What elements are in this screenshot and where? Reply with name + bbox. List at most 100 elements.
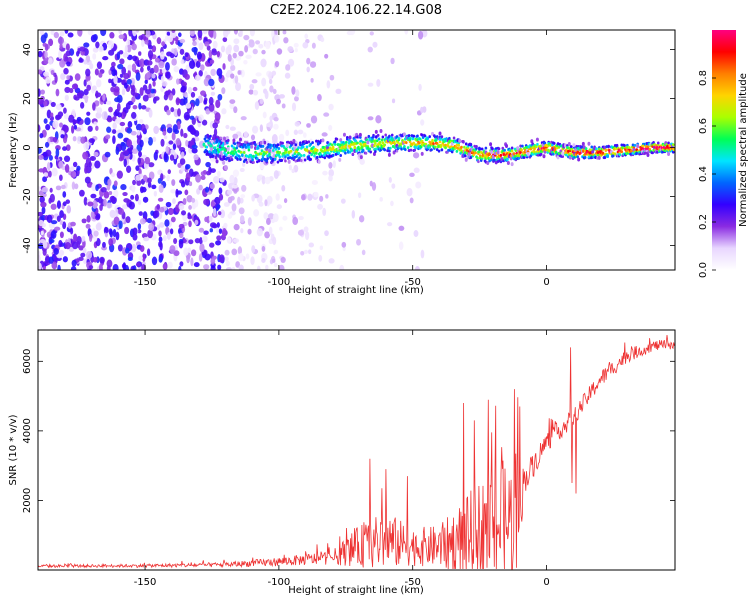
- snr-panel: -150 -100 -50 0 2000 4000 6000 Height of stra…: [8, 329, 676, 596]
- spectrogram-cell: [222, 37, 228, 43]
- spectrogram-cell: [132, 227, 138, 236]
- spectrogram-cell: [194, 238, 201, 244]
- spectrogram-cell: [587, 141, 591, 146]
- spectrogram-cell: [252, 160, 255, 164]
- spectrogram-cell: [491, 147, 494, 151]
- spectrogram-cell: [301, 145, 305, 149]
- spectrogram-cell: [90, 211, 95, 218]
- spectrogram-cell: [353, 145, 357, 149]
- spectrogram-cell: [46, 161, 51, 171]
- spectrogram-cell: [203, 77, 210, 87]
- spectrogram-cell: [38, 219, 44, 227]
- spectrogram-cell: [359, 135, 362, 139]
- spectrogram-cell: [218, 254, 225, 263]
- spectrogram-cell: [355, 149, 358, 153]
- spectrogram-cell: [143, 136, 149, 143]
- spectrogram-cell: [138, 211, 143, 216]
- spectrogram-cell: [127, 120, 133, 128]
- spectrogram-cell: [93, 121, 98, 126]
- spectrogram-cell: [141, 39, 145, 47]
- spectrogram-cell: [130, 194, 135, 200]
- spectrogram-cell: [169, 228, 174, 235]
- spectrogram-cell: [303, 158, 307, 162]
- spectrogram-cell: [464, 142, 468, 146]
- spectrogram-cell: [381, 141, 385, 145]
- spectrogram-cell: [51, 167, 58, 177]
- spectrogram-cell: [379, 129, 383, 134]
- spectrogram-cell: [95, 184, 99, 192]
- spectrogram-cell: [170, 107, 175, 113]
- spectrogram-cell: [147, 177, 152, 184]
- spectrogram-cell: [183, 96, 188, 106]
- spectrogram-cell: [179, 48, 185, 55]
- snr-x-ticks: -150 -100 -50 0: [134, 330, 550, 588]
- spectrogram-cell: [512, 152, 516, 156]
- spectrogram-cell: [217, 170, 221, 178]
- spectrogram-cell: [112, 129, 117, 134]
- spectrogram-cell: [185, 172, 191, 182]
- spectrogram-cell: [126, 139, 133, 147]
- spectrogram-cell: [94, 68, 99, 76]
- x-tick-label: -100: [268, 577, 291, 588]
- spectrogram-cell: [298, 156, 301, 160]
- spectrogram-cell: [388, 149, 391, 153]
- spectrogram-cell: [64, 30, 69, 34]
- spectrogram-cell: [89, 155, 97, 161]
- spectrogram-cell: [171, 88, 176, 96]
- spectrogram-cell: [151, 184, 157, 190]
- spectrogram-cell: [464, 157, 468, 162]
- spectrogram-cell: [414, 266, 420, 270]
- spectrogram-cell: [216, 50, 221, 58]
- spectrogram-cell: [83, 196, 88, 206]
- spectrogram-cell: [70, 221, 76, 227]
- spectrogram-cell: [269, 120, 273, 130]
- spectrogram-cell: [398, 241, 404, 251]
- spectrogram-cell: [109, 31, 115, 39]
- spectrogram-cell: [88, 233, 93, 242]
- spectrogram-cell: [187, 247, 192, 253]
- colorbar-tick-label: 0.0: [698, 262, 709, 278]
- spectrogram-cell: [124, 45, 128, 54]
- spectrogram-cell: [163, 151, 168, 161]
- spectrogram-cell: [152, 136, 157, 143]
- spectrogram-cell: [229, 126, 236, 131]
- spectrogram-cell: [463, 154, 467, 158]
- spectrogram-cell: [287, 58, 295, 67]
- spectrogram-cell: [357, 145, 360, 149]
- spectrogram-cell: [204, 253, 211, 261]
- spectrogram-cell: [58, 160, 64, 169]
- spectrogram-cell: [159, 206, 165, 213]
- spectrogram-cell: [213, 176, 220, 184]
- spectrogram-cell: [372, 152, 376, 157]
- spectrogram-cell: [173, 47, 178, 56]
- spectrogram-cell: [177, 108, 181, 117]
- spectrogram-cell: [360, 139, 363, 143]
- spectrogram-cell: [113, 86, 120, 93]
- spectrogram-cell: [238, 137, 242, 142]
- spectrogram-cell: [390, 57, 395, 65]
- spectrogram-cell: [63, 53, 68, 62]
- spectrogram-cell: [208, 78, 215, 87]
- spectrogram-cell: [113, 180, 118, 187]
- spectrogram-cell: [273, 123, 279, 130]
- spectrogram-cell: [42, 176, 48, 183]
- spectrogram-cell: [117, 132, 124, 139]
- snr-series-line: [38, 335, 675, 570]
- spectrogram-cell: [99, 256, 105, 264]
- spectrogram-cell: [287, 159, 291, 164]
- spectrogram-cell: [59, 210, 64, 219]
- spectrogram-cell: [199, 140, 205, 149]
- spectrogram-cell: [367, 82, 374, 87]
- spectrogram-cell: [223, 222, 228, 229]
- spectrogram-cell: [57, 264, 61, 270]
- spectrogram-cell: [217, 142, 221, 146]
- spectrogram-cell: [217, 211, 222, 216]
- spectrogram-cell: [591, 149, 595, 154]
- spectrogram-cell: [490, 158, 493, 162]
- spectrogram-cell: [86, 111, 91, 116]
- spectrogram-cell: [50, 101, 56, 107]
- spectrogram-cell: [108, 49, 115, 56]
- spectrogram-cell: [320, 37, 325, 43]
- spectrogram-cell: [153, 190, 158, 197]
- spectrogram-cell: [612, 154, 615, 158]
